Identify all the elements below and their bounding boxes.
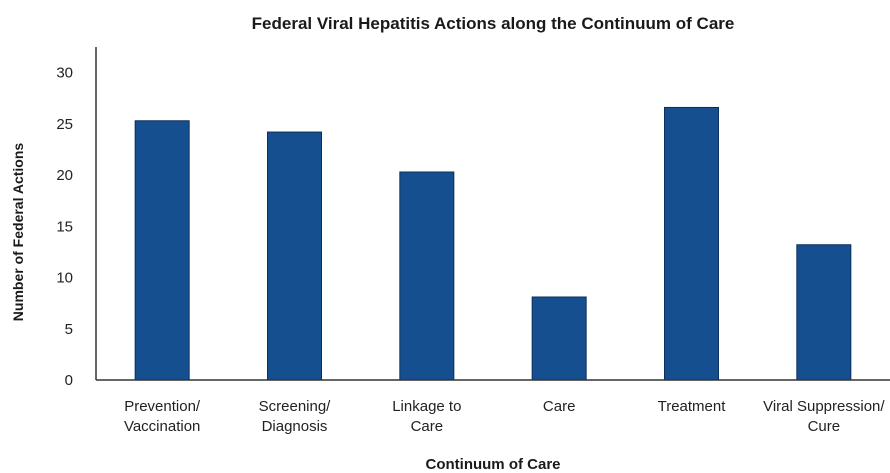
bars — [134, 106, 852, 381]
y-axis-ticks: 0 5 10 15 20 25 30 — [56, 65, 73, 389]
y-tick-label: 20 — [56, 167, 73, 184]
x-tick-label: Care — [543, 398, 576, 415]
bar — [399, 171, 455, 381]
bar — [664, 106, 719, 381]
y-tick-label: 10 — [56, 270, 73, 287]
x-axis-categories: Prevention/Vaccination Screening/Diagnosi… — [124, 398, 885, 435]
x-tick-label: Treatment — [658, 398, 727, 415]
y-tick-label: 15 — [56, 218, 73, 235]
y-tick-label: 5 — [65, 321, 73, 338]
bar — [267, 131, 322, 381]
x-tick-label: Viral Suppression/Cure — [763, 398, 885, 435]
y-tick-label: 25 — [56, 116, 73, 133]
x-tick-label: Screening/Diagnosis — [259, 398, 332, 435]
x-tick-label: Linkage to Care — [392, 398, 461, 435]
x-tick-label: Prevention/Vaccination — [124, 398, 201, 435]
bar — [134, 120, 190, 381]
x-axis-label: Continuum of Care — [425, 456, 561, 473]
bar — [796, 244, 852, 381]
y-tick-label: 0 — [65, 372, 73, 389]
axes — [95, 47, 890, 381]
chart-title: Federal Viral Hepatitis Actions along th… — [251, 14, 735, 33]
bar — [531, 296, 587, 381]
y-tick-label: 30 — [56, 65, 73, 82]
